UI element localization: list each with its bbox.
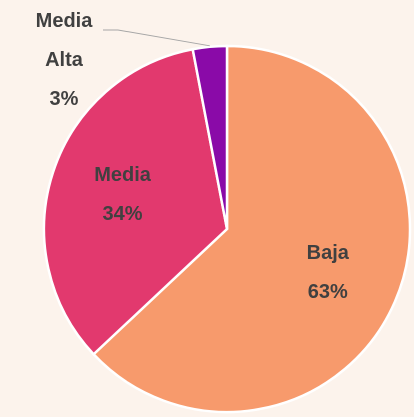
category-label: Media Alta [35,9,93,71]
pie-slice [191,44,229,230]
slice-label: Media Alta 3% [24,2,104,119]
value-label: 3% [49,87,79,110]
leader-line [103,29,210,47]
pie-slice [91,44,412,414]
category-label: Baja [306,241,349,264]
pie-slice [42,47,229,357]
value-label: 63% [307,280,348,303]
slice-label: Media 34% [73,156,173,234]
category-label: Media [94,164,151,187]
value-label: 34% [102,203,143,226]
slice-label: Baja 63% [278,234,378,312]
